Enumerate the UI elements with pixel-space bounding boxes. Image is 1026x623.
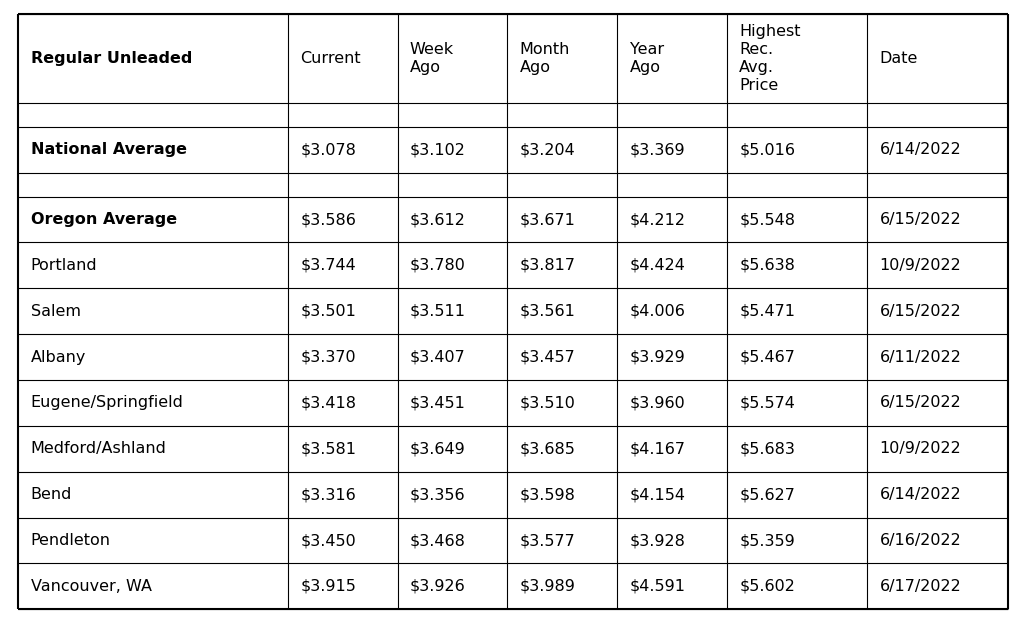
Text: $5.574: $5.574 — [740, 396, 795, 411]
Text: $3.577: $3.577 — [520, 533, 576, 548]
Text: $3.598: $3.598 — [520, 487, 576, 502]
Text: $5.467: $5.467 — [740, 350, 795, 364]
Text: Vancouver, WA: Vancouver, WA — [31, 579, 152, 594]
Text: $3.510: $3.510 — [520, 396, 576, 411]
Text: $3.649: $3.649 — [410, 441, 466, 456]
Text: Highest
Rec.
Avg.
Price: Highest Rec. Avg. Price — [740, 24, 800, 93]
Text: $3.744: $3.744 — [301, 258, 356, 273]
Text: $3.370: $3.370 — [301, 350, 356, 364]
Text: $4.006: $4.006 — [630, 304, 685, 319]
Text: $3.451: $3.451 — [410, 396, 466, 411]
Text: $3.078: $3.078 — [301, 143, 356, 158]
Text: $5.638: $5.638 — [740, 258, 795, 273]
Text: $3.685: $3.685 — [520, 441, 576, 456]
Text: Month
Ago: Month Ago — [520, 42, 570, 75]
Text: $3.915: $3.915 — [301, 579, 356, 594]
Text: 6/14/2022: 6/14/2022 — [879, 143, 961, 158]
Text: $4.591: $4.591 — [630, 579, 685, 594]
Text: $3.418: $3.418 — [301, 396, 356, 411]
Text: $5.471: $5.471 — [740, 304, 795, 319]
Text: $3.929: $3.929 — [630, 350, 685, 364]
Text: $3.926: $3.926 — [410, 579, 466, 594]
Text: $4.212: $4.212 — [630, 212, 685, 227]
Text: Medford/Ashland: Medford/Ashland — [31, 441, 166, 456]
Text: Oregon Average: Oregon Average — [31, 212, 176, 227]
Text: 6/14/2022: 6/14/2022 — [879, 487, 961, 502]
Text: $3.407: $3.407 — [410, 350, 466, 364]
Text: 6/16/2022: 6/16/2022 — [879, 533, 961, 548]
Text: 6/15/2022: 6/15/2022 — [879, 212, 961, 227]
Text: Portland: Portland — [31, 258, 97, 273]
Text: $4.424: $4.424 — [630, 258, 685, 273]
Text: $3.928: $3.928 — [630, 533, 685, 548]
Text: $3.369: $3.369 — [630, 143, 685, 158]
Text: $5.016: $5.016 — [740, 143, 795, 158]
Text: National Average: National Average — [31, 143, 187, 158]
Text: Week
Ago: Week Ago — [410, 42, 455, 75]
Text: 6/17/2022: 6/17/2022 — [879, 579, 961, 594]
Text: Date: Date — [879, 51, 918, 66]
Text: $5.359: $5.359 — [740, 533, 795, 548]
Text: $3.102: $3.102 — [410, 143, 466, 158]
Text: $5.548: $5.548 — [740, 212, 795, 227]
Text: $5.602: $5.602 — [740, 579, 795, 594]
Text: $4.154: $4.154 — [630, 487, 685, 502]
Text: $3.511: $3.511 — [410, 304, 466, 319]
Text: Regular Unleaded: Regular Unleaded — [31, 51, 192, 66]
Text: Year
Ago: Year Ago — [630, 42, 664, 75]
Text: $3.586: $3.586 — [301, 212, 356, 227]
Text: $3.612: $3.612 — [410, 212, 466, 227]
Text: $3.468: $3.468 — [410, 533, 466, 548]
Text: $4.167: $4.167 — [630, 441, 685, 456]
Text: $3.316: $3.316 — [301, 487, 356, 502]
Text: $3.561: $3.561 — [520, 304, 576, 319]
Text: $3.989: $3.989 — [520, 579, 576, 594]
Text: $3.671: $3.671 — [520, 212, 576, 227]
Text: $3.780: $3.780 — [410, 258, 466, 273]
Text: $5.683: $5.683 — [740, 441, 795, 456]
Text: 6/15/2022: 6/15/2022 — [879, 396, 961, 411]
Text: $3.817: $3.817 — [520, 258, 576, 273]
Text: Current: Current — [301, 51, 361, 66]
Text: $3.501: $3.501 — [301, 304, 356, 319]
Text: $3.450: $3.450 — [301, 533, 356, 548]
Text: $3.204: $3.204 — [520, 143, 576, 158]
Text: $3.356: $3.356 — [410, 487, 466, 502]
Text: Pendleton: Pendleton — [31, 533, 111, 548]
Text: 6/11/2022: 6/11/2022 — [879, 350, 961, 364]
Text: Salem: Salem — [31, 304, 81, 319]
Text: Eugene/Springfield: Eugene/Springfield — [31, 396, 184, 411]
Text: $3.960: $3.960 — [630, 396, 685, 411]
Text: $3.581: $3.581 — [301, 441, 356, 456]
Text: $3.457: $3.457 — [520, 350, 576, 364]
Text: 10/9/2022: 10/9/2022 — [879, 441, 961, 456]
Text: Bend: Bend — [31, 487, 72, 502]
Text: 10/9/2022: 10/9/2022 — [879, 258, 961, 273]
Text: Albany: Albany — [31, 350, 86, 364]
Text: $5.627: $5.627 — [740, 487, 795, 502]
Text: 6/15/2022: 6/15/2022 — [879, 304, 961, 319]
